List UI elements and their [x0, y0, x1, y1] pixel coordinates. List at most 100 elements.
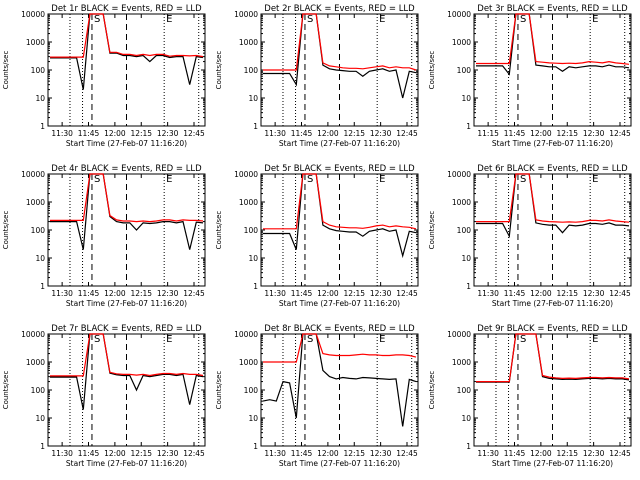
y-tick-label: 1000	[452, 38, 471, 47]
y-tick-label: 10000	[21, 170, 45, 179]
end-marker: E	[592, 334, 598, 345]
x-axis-label: Start Time (27-Feb-07 11:16:20)	[492, 459, 613, 468]
y-axis-label: Counts/sec	[428, 51, 436, 90]
x-axis-label: Start Time (27-Feb-07 11:16:20)	[492, 299, 613, 308]
y-tick-label: 100	[31, 66, 46, 75]
end-marker: E	[166, 334, 172, 345]
x-tick-label: 12:15	[343, 449, 365, 458]
x-tick-label: 12:45	[183, 129, 205, 138]
x-axis-label: Start Time (27-Feb-07 11:16:20)	[279, 139, 400, 148]
lld-series-line	[263, 13, 417, 71]
lld-series-line	[476, 13, 630, 65]
panel-title: Det 3r BLACK = Events, RED = LLD	[477, 4, 628, 14]
x-tick-label: 12:45	[183, 289, 205, 298]
x-tick-label: 11:30	[51, 129, 73, 138]
y-tick-label: 10000	[21, 10, 45, 19]
events-series-line	[50, 333, 204, 410]
x-tick-label: 11:45	[291, 289, 313, 298]
x-tick-label: 11:45	[78, 129, 100, 138]
x-tick-label: 12:00	[530, 289, 552, 298]
y-tick-label: 1000	[452, 358, 471, 367]
y-tick-label: 10	[461, 254, 471, 263]
y-axis-label: Counts/sec	[428, 371, 436, 410]
lld-series-line	[476, 333, 630, 383]
end-marker: E	[592, 174, 598, 185]
x-tick-label: 11:45	[78, 449, 100, 458]
y-tick-label: 10	[461, 414, 471, 423]
x-axis-label: Start Time (27-Feb-07 11:16:20)	[66, 139, 187, 148]
lld-series-line	[476, 173, 630, 223]
events-series-line	[476, 13, 630, 76]
y-axis-label: Counts/sec	[215, 211, 223, 250]
x-tick-label: 12:15	[130, 289, 152, 298]
x-tick-label: 12:45	[183, 449, 205, 458]
x-tick-label: 12:45	[396, 449, 418, 458]
lld-series-line	[50, 13, 204, 58]
start-marker: S	[307, 174, 313, 185]
events-series-line	[263, 173, 417, 259]
start-marker: S	[94, 14, 100, 25]
x-tick-label: 11:30	[264, 449, 286, 458]
y-tick-label: 100	[457, 226, 472, 235]
x-tick-label: 12:45	[396, 129, 418, 138]
y-tick-label: 100	[244, 66, 259, 75]
events-series-line	[263, 13, 417, 99]
y-tick-label: 100	[244, 386, 259, 395]
x-axis-label: Start Time (27-Feb-07 11:16:20)	[66, 299, 187, 308]
y-tick-label: 10000	[234, 10, 258, 19]
end-marker: E	[166, 14, 172, 25]
y-tick-label: 1000	[239, 198, 258, 207]
x-tick-label: 11:45	[504, 129, 526, 138]
y-axis-label: Counts/sec	[428, 211, 436, 250]
y-tick-label: 100	[457, 386, 472, 395]
end-marker: E	[379, 334, 385, 345]
x-tick-label: 12:00	[530, 129, 552, 138]
y-tick-label: 10	[461, 94, 471, 103]
y-tick-label: 1	[466, 282, 471, 291]
x-tick-label: 12:15	[130, 129, 152, 138]
lld-series-line	[263, 173, 417, 230]
y-tick-label: 10	[35, 414, 45, 423]
y-tick-label: 1	[40, 282, 45, 291]
x-tick-label: 11:30	[477, 289, 499, 298]
panel-title: Det 2r BLACK = Events, RED = LLD	[264, 4, 415, 14]
x-tick-label: 12:15	[343, 289, 365, 298]
x-tick-label: 11:45	[504, 289, 526, 298]
y-axis-label: Counts/sec	[2, 211, 10, 250]
x-tick-label: 11:45	[291, 129, 313, 138]
start-marker: S	[94, 334, 100, 345]
y-tick-label: 1	[253, 442, 258, 451]
y-tick-label: 1	[253, 122, 258, 131]
start-marker: S	[307, 334, 313, 345]
y-tick-label: 100	[31, 386, 46, 395]
y-tick-label: 10000	[21, 330, 45, 339]
end-marker: E	[592, 14, 598, 25]
x-tick-label: 11:45	[291, 449, 313, 458]
lld-series-line	[263, 333, 417, 363]
end-marker: E	[166, 174, 172, 185]
y-tick-label: 10000	[447, 330, 471, 339]
y-tick-label: 10000	[447, 10, 471, 19]
x-tick-label: 11:30	[51, 289, 73, 298]
x-tick-label: 12:00	[104, 449, 126, 458]
x-tick-label: 11:30	[51, 449, 73, 458]
y-tick-label: 10	[248, 414, 258, 423]
events-series-line	[476, 173, 630, 239]
events-series-line	[50, 13, 204, 90]
y-tick-label: 1000	[239, 38, 258, 47]
panel-7: Det 7r BLACK = Events, RED = LLD 1 10 100 10…	[2, 324, 206, 468]
x-tick-label: 12:45	[609, 449, 631, 458]
y-axis-label: Counts/sec	[2, 371, 10, 410]
start-marker: S	[520, 174, 526, 185]
x-tick-label: 12:30	[157, 129, 179, 138]
start-marker: S	[520, 334, 526, 345]
y-tick-label: 100	[244, 226, 259, 235]
x-tick-label: 11:30	[264, 129, 286, 138]
panel-6: Det 6r BLACK = Events, RED = LLD 1 10 100 10…	[428, 164, 632, 308]
x-tick-label: 12:00	[530, 449, 552, 458]
x-tick-label: 12:15	[130, 449, 152, 458]
y-tick-label: 1	[466, 122, 471, 131]
x-tick-label: 12:15	[343, 129, 365, 138]
x-tick-label: 12:00	[317, 289, 339, 298]
x-tick-label: 12:45	[609, 129, 631, 138]
